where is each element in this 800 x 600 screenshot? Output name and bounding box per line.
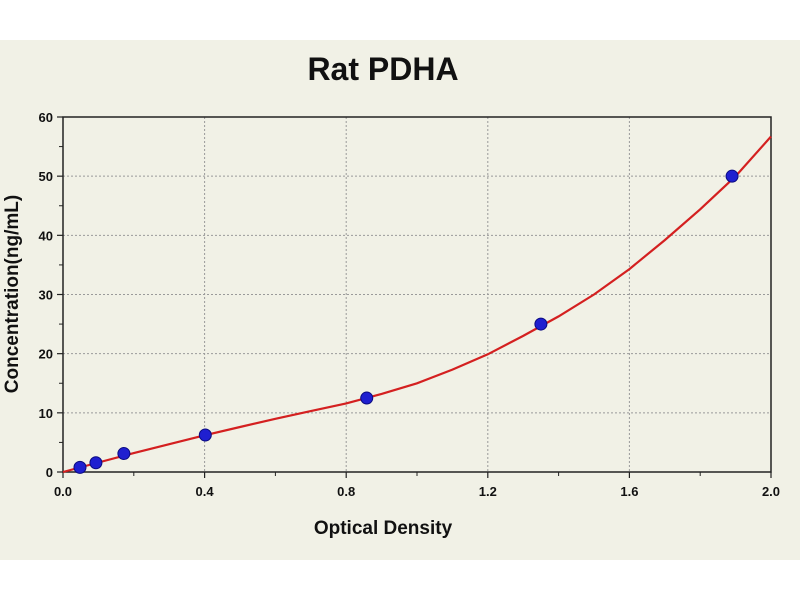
axis-ticks (57, 116, 772, 478)
tick-labels: 0.0 0.4 0.8 1.2 1.6 2.0 0 10 20 30 40 50 60 (39, 110, 781, 499)
x-tick-label: 0.8 (337, 484, 355, 499)
data-points (73, 169, 739, 474)
x-tick-label: 0.0 (54, 484, 72, 499)
y-tick-label: 20 (39, 347, 53, 362)
data-point (117, 447, 131, 461)
chart: Rat PDHA 0.0 0.4 0.8 1.2 1.6 2.0 0 10 20 30 40 50 60… (2, 51, 781, 539)
data-point (73, 460, 87, 474)
x-tick-label: 1.2 (479, 484, 497, 499)
chart-title: Rat PDHA (307, 51, 458, 87)
chart-panel: Rat PDHA 0.0 0.4 0.8 1.2 1.6 2.0 0 10 20 30 40 50 60… (0, 40, 800, 560)
y-axis-title: Concentration(ng/mL) (2, 195, 23, 393)
x-tick-label: 2.0 (762, 484, 780, 499)
data-point (534, 317, 548, 331)
y-tick-label: 30 (39, 288, 53, 303)
grid (63, 117, 771, 472)
y-tick-label: 60 (39, 110, 53, 125)
fit-curve (62, 135, 772, 474)
data-point (198, 428, 212, 442)
x-tick-label: 0.4 (196, 484, 215, 499)
x-axis-title: Optical Density (314, 518, 453, 539)
x-tick-label: 1.6 (620, 484, 638, 499)
data-point (725, 169, 739, 183)
y-tick-label: 0 (46, 465, 53, 480)
y-tick-label: 10 (39, 406, 53, 421)
data-point (89, 456, 103, 470)
y-tick-label: 50 (39, 169, 53, 184)
y-tick-label: 40 (39, 228, 53, 243)
data-point (360, 391, 374, 405)
